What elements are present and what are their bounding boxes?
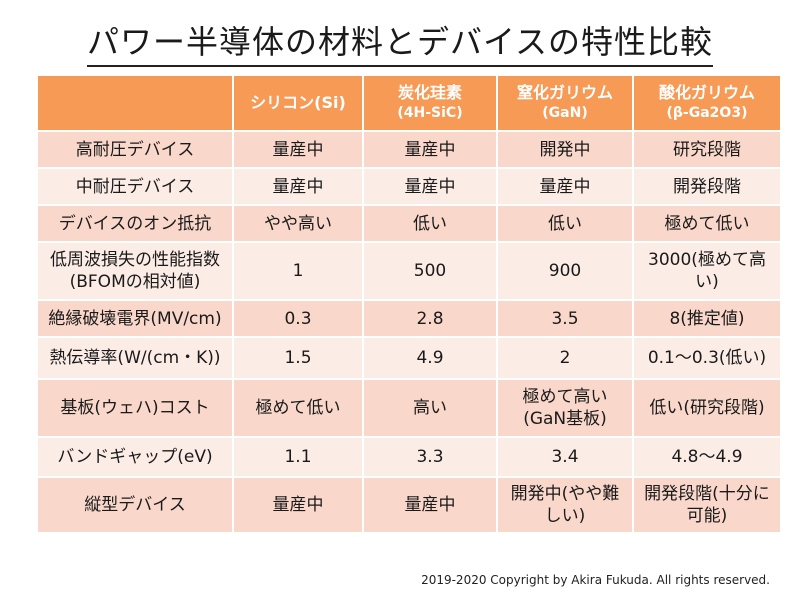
table-cell: 3000(極めて高い) xyxy=(634,243,780,301)
table-row: 縦型デバイス 量産中 量産中 開発中(やや難しい) 開発段階(十分に可能) xyxy=(38,478,780,534)
row-label: 絶縁破壊電界(MV/cm) xyxy=(38,301,234,338)
table-cell: 8(推定値) xyxy=(634,301,780,338)
table-row: 低周波損失の性能指数(BFOMの相対値) 1 500 900 3000(極めて高… xyxy=(38,243,780,301)
table-cell: 高い xyxy=(364,380,498,438)
header-main: 炭化珪素 xyxy=(397,83,462,102)
table-cell: 500 xyxy=(364,243,498,301)
table-row: 中耐圧デバイス 量産中 量産中 量産中 開発段階 xyxy=(38,169,780,206)
page-title-text: パワー半導体の材料とデバイスの特性比較 xyxy=(86,20,714,67)
header-sic: 炭化珪素 (4H-SiC) xyxy=(364,76,498,132)
row-label: 基板(ウェハ)コスト xyxy=(38,380,234,438)
table-cell: 極めて低い xyxy=(634,206,780,243)
header-si: シリコン(Si) xyxy=(234,76,364,132)
table-cell: 3.5 xyxy=(498,301,634,338)
header-sub: (4H-SiC) xyxy=(397,105,463,121)
table-cell: 開発段階(十分に可能) xyxy=(634,478,780,534)
table-cell: 量産中 xyxy=(364,169,498,206)
header-ga2o3: 酸化ガリウム (β-Ga2O3) xyxy=(634,76,780,132)
row-label: 高耐圧デバイス xyxy=(38,132,234,169)
table-cell: 量産中 xyxy=(498,169,634,206)
table-row: デバイスのオン抵抗 やや高い 低い 低い 極めて低い xyxy=(38,206,780,243)
table-cell: 低い xyxy=(498,206,634,243)
table-row: 基板(ウェハ)コスト 極めて低い 高い 極めて高い(GaN基板) 低い(研究段階… xyxy=(38,380,780,438)
header-corner xyxy=(38,76,234,132)
table-cell: 900 xyxy=(498,243,634,301)
table-cell: 1.1 xyxy=(234,438,364,478)
header-main: 窒化ガリウム xyxy=(516,83,613,102)
table-cell: 量産中 xyxy=(364,478,498,534)
table-row: 高耐圧デバイス 量産中 量産中 開発中 研究段階 xyxy=(38,132,780,169)
table-cell: 0.1〜0.3(低い) xyxy=(634,338,780,380)
table-cell: 極めて高い(GaN基板) xyxy=(498,380,634,438)
table-cell: 低い xyxy=(364,206,498,243)
table-cell: 研究段階 xyxy=(634,132,780,169)
header-main: 酸化ガリウム xyxy=(658,83,755,102)
table-row: 絶縁破壊電界(MV/cm) 0.3 2.8 3.5 8(推定値) xyxy=(38,301,780,338)
table-cell: 1 xyxy=(234,243,364,301)
table-cell: 量産中 xyxy=(234,478,364,534)
table-cell: やや高い xyxy=(234,206,364,243)
table-row: 熱伝導率(W/(cm・K)) 1.5 4.9 2 0.1〜0.3(低い) xyxy=(38,338,780,380)
table-cell: 3.4 xyxy=(498,438,634,478)
table-cell: 開発段階 xyxy=(634,169,780,206)
table-cell: 開発中(やや難しい) xyxy=(498,478,634,534)
copyright-notice: 2019-2020 Copyright by Akira Fukuda. All… xyxy=(421,573,770,587)
header-main: シリコン(Si) xyxy=(250,93,346,112)
table-cell: 開発中 xyxy=(498,132,634,169)
table-cell: 4.8〜4.9 xyxy=(634,438,780,478)
row-label: バンドギャップ(eV) xyxy=(38,438,234,478)
row-label: 低周波損失の性能指数(BFOMの相対値) xyxy=(38,243,234,301)
table-cell: 2 xyxy=(498,338,634,380)
table-cell: 量産中 xyxy=(234,169,364,206)
table-cell: 2.8 xyxy=(364,301,498,338)
table-cell: 量産中 xyxy=(234,132,364,169)
header-sub: (β-Ga2O3) xyxy=(666,105,748,121)
table-row: バンドギャップ(eV) 1.1 3.3 3.4 4.8〜4.9 xyxy=(38,438,780,478)
header-gan: 窒化ガリウム (GaN) xyxy=(498,76,634,132)
comparison-table: シリコン(Si) 炭化珪素 (4H-SiC) 窒化ガリウム (GaN) 酸化ガリウム… xyxy=(38,76,780,534)
table-cell: 3.3 xyxy=(364,438,498,478)
table-cell: 低い(研究段階) xyxy=(634,380,780,438)
header-sub: (GaN) xyxy=(542,105,588,121)
page-title: パワー半導体の材料とデバイスの特性比較 xyxy=(0,20,800,67)
table-cell: 0.3 xyxy=(234,301,364,338)
table-cell: 4.9 xyxy=(364,338,498,380)
row-label: 中耐圧デバイス xyxy=(38,169,234,206)
table-cell: 極めて低い xyxy=(234,380,364,438)
table-header-row: シリコン(Si) 炭化珪素 (4H-SiC) 窒化ガリウム (GaN) 酸化ガリウム… xyxy=(38,76,780,132)
row-label: デバイスのオン抵抗 xyxy=(38,206,234,243)
table-cell: 1.5 xyxy=(234,338,364,380)
row-label: 縦型デバイス xyxy=(38,478,234,534)
table-cell: 量産中 xyxy=(364,132,498,169)
row-label: 熱伝導率(W/(cm・K)) xyxy=(38,338,234,380)
